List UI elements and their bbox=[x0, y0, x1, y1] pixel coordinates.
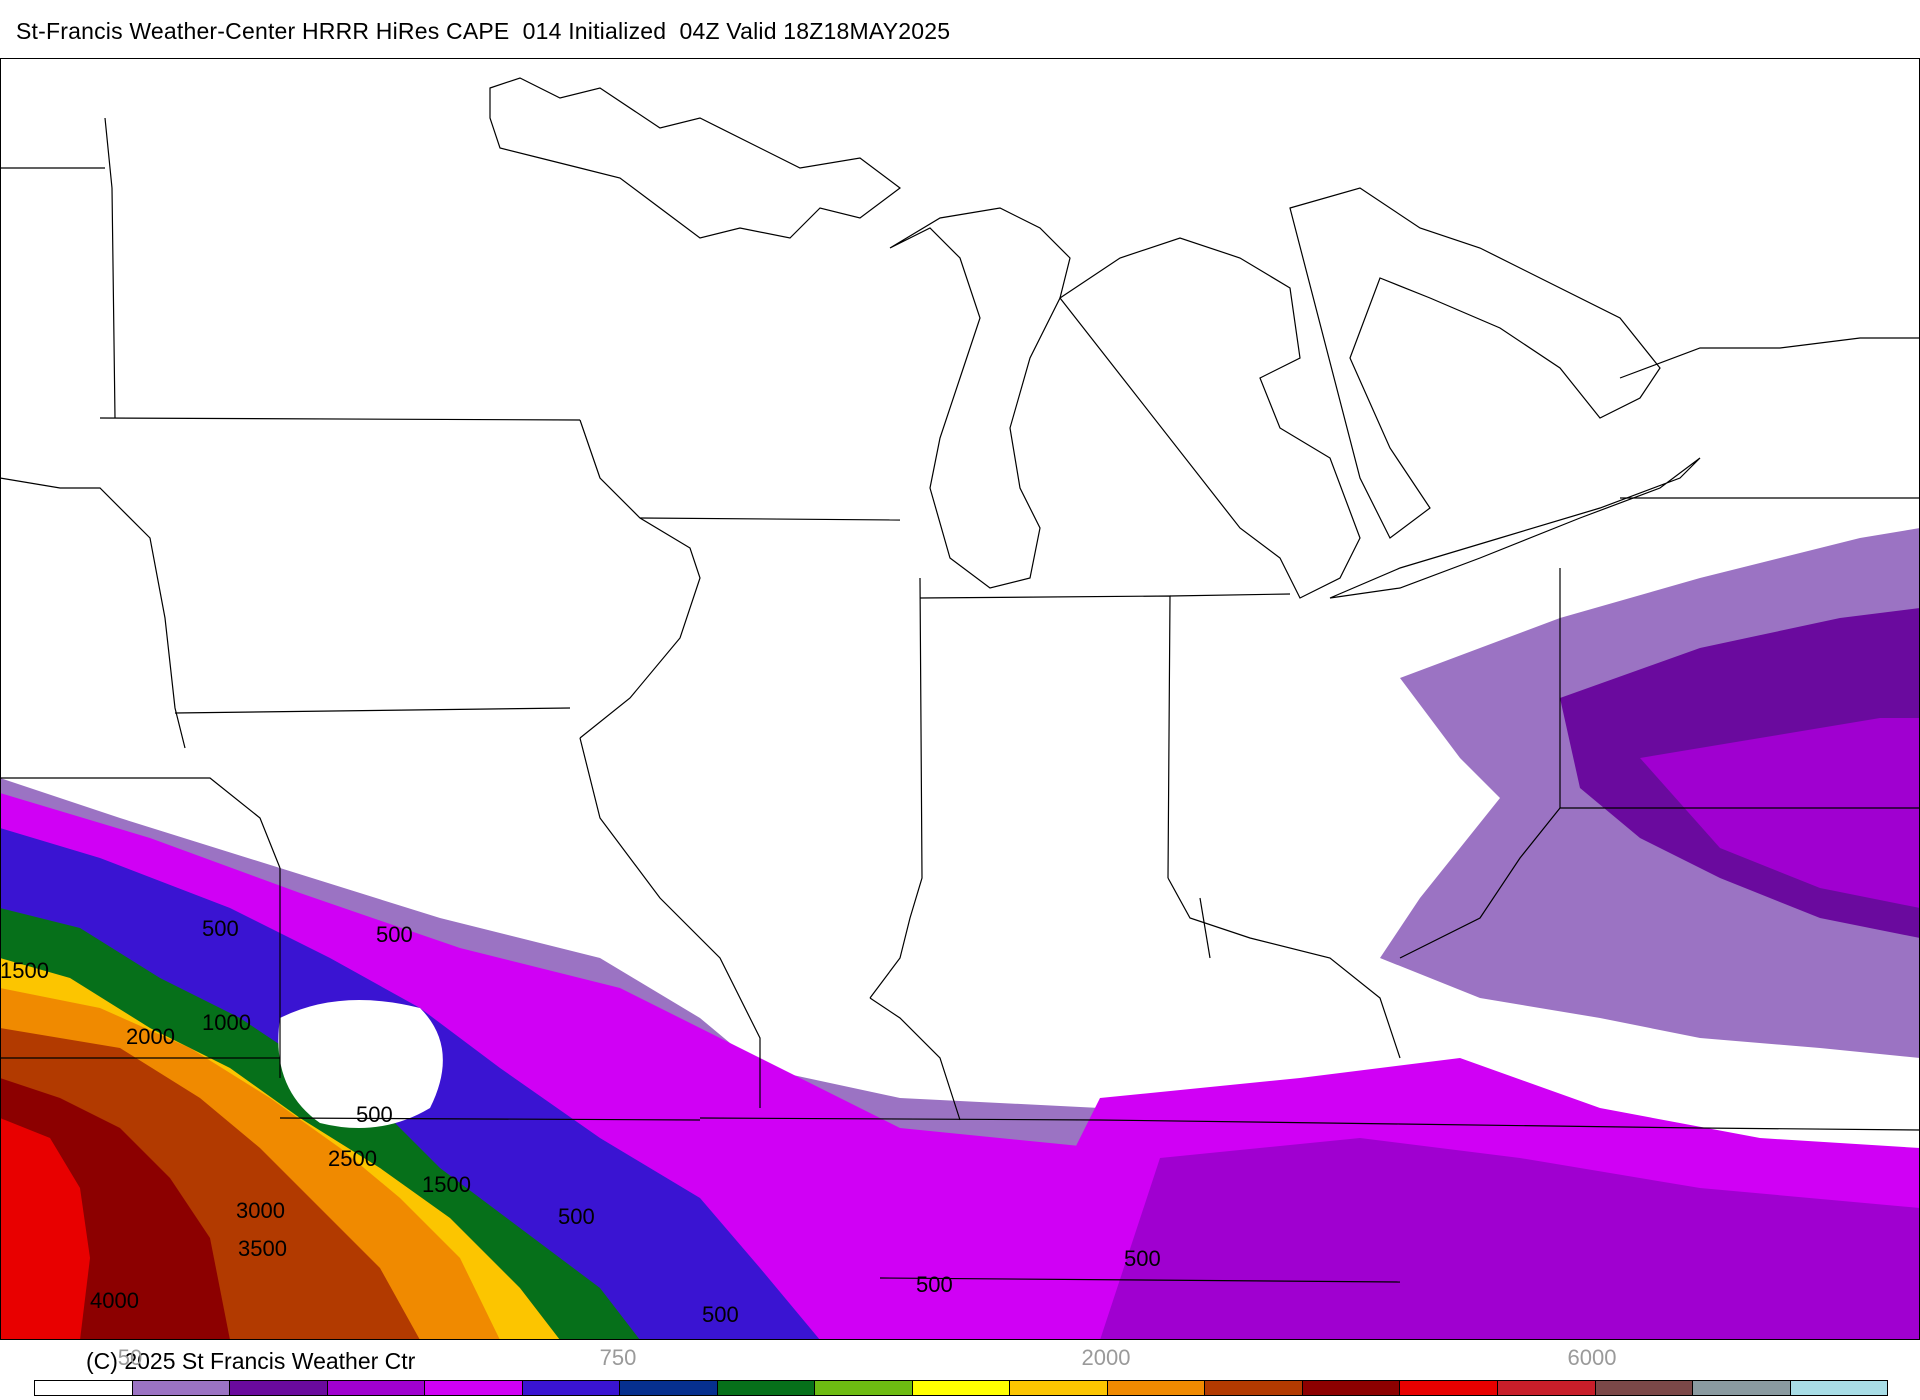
colorbar-swatch bbox=[230, 1381, 328, 1395]
boundaries bbox=[0, 77, 1920, 1283]
map-title: St-Francis Weather-Center HRRR HiRes CAP… bbox=[16, 18, 951, 44]
colorbar-swatch bbox=[1302, 1381, 1401, 1395]
colorbar-swatch bbox=[912, 1381, 1011, 1395]
contour-labels: 500 500 1500 1000 2000 500 2500 1500 300… bbox=[0, 916, 1161, 1327]
contour-label: 1500 bbox=[0, 958, 49, 983]
contour-label: 2000 bbox=[126, 1024, 175, 1049]
contour-label: 3500 bbox=[238, 1236, 287, 1261]
colorbar bbox=[34, 1380, 1888, 1396]
contour-label: 3000 bbox=[236, 1198, 285, 1223]
colorbar-swatch bbox=[1497, 1381, 1596, 1395]
colorbar-tick-label: 2000 bbox=[1081, 1345, 1131, 1370]
contour-label: 2500 bbox=[328, 1146, 377, 1171]
contour-label: 500 bbox=[702, 1302, 739, 1327]
colorbar-swatch bbox=[1107, 1381, 1206, 1395]
colorbar-swatch bbox=[425, 1381, 523, 1395]
colorbar-swatch bbox=[35, 1381, 133, 1395]
contour-label: 1500 bbox=[422, 1172, 471, 1197]
colorbar-swatch bbox=[815, 1381, 913, 1395]
contour-label: 4000 bbox=[90, 1288, 139, 1313]
contour-label: 500 bbox=[356, 1102, 393, 1127]
colorbar-swatch bbox=[1010, 1381, 1108, 1395]
colorbar-tick-label: 750 bbox=[599, 1345, 637, 1370]
colorbar-tick-label: 50 bbox=[117, 1345, 143, 1370]
cape-shading-east bbox=[1000, 528, 1920, 1340]
map-panel: 500 500 1500 1000 2000 500 2500 1500 300… bbox=[0, 58, 1920, 1340]
colorbar-swatch bbox=[1693, 1381, 1791, 1395]
copyright-text: (C) 2025 St Francis Weather Ctr bbox=[86, 1348, 416, 1374]
colorbar-swatch bbox=[1595, 1381, 1694, 1395]
colorbar-swatch bbox=[1400, 1381, 1498, 1395]
colorbar-swatch bbox=[1205, 1381, 1303, 1395]
colorbar-swatch bbox=[522, 1381, 621, 1395]
contour-label: 500 bbox=[202, 916, 239, 941]
colorbar-swatch bbox=[132, 1381, 231, 1395]
contour-label: 500 bbox=[558, 1204, 595, 1229]
colorbar-tick-label: 6000 bbox=[1567, 1345, 1617, 1370]
colorbar-swatch bbox=[327, 1381, 426, 1395]
contour-label: 500 bbox=[1124, 1246, 1161, 1271]
contour-label: 1000 bbox=[202, 1010, 251, 1035]
colorbar-swatch bbox=[717, 1381, 816, 1395]
contour-label: 500 bbox=[376, 922, 413, 947]
colorbar-swatch bbox=[1790, 1381, 1888, 1395]
contour-label: 500 bbox=[916, 1272, 953, 1297]
colorbar-swatch bbox=[620, 1381, 718, 1395]
